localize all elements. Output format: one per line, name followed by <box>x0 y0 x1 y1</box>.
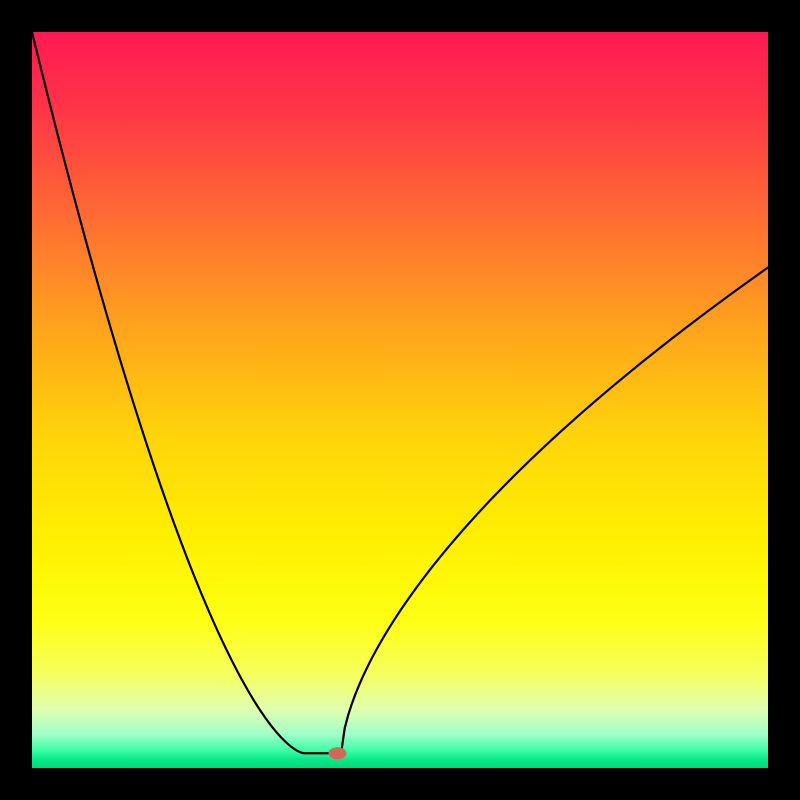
plot-area <box>32 32 768 768</box>
plot-frame <box>0 0 800 800</box>
optimal-point-marker <box>32 32 768 768</box>
chart-stage: TheBottleneck.com <box>0 0 800 800</box>
